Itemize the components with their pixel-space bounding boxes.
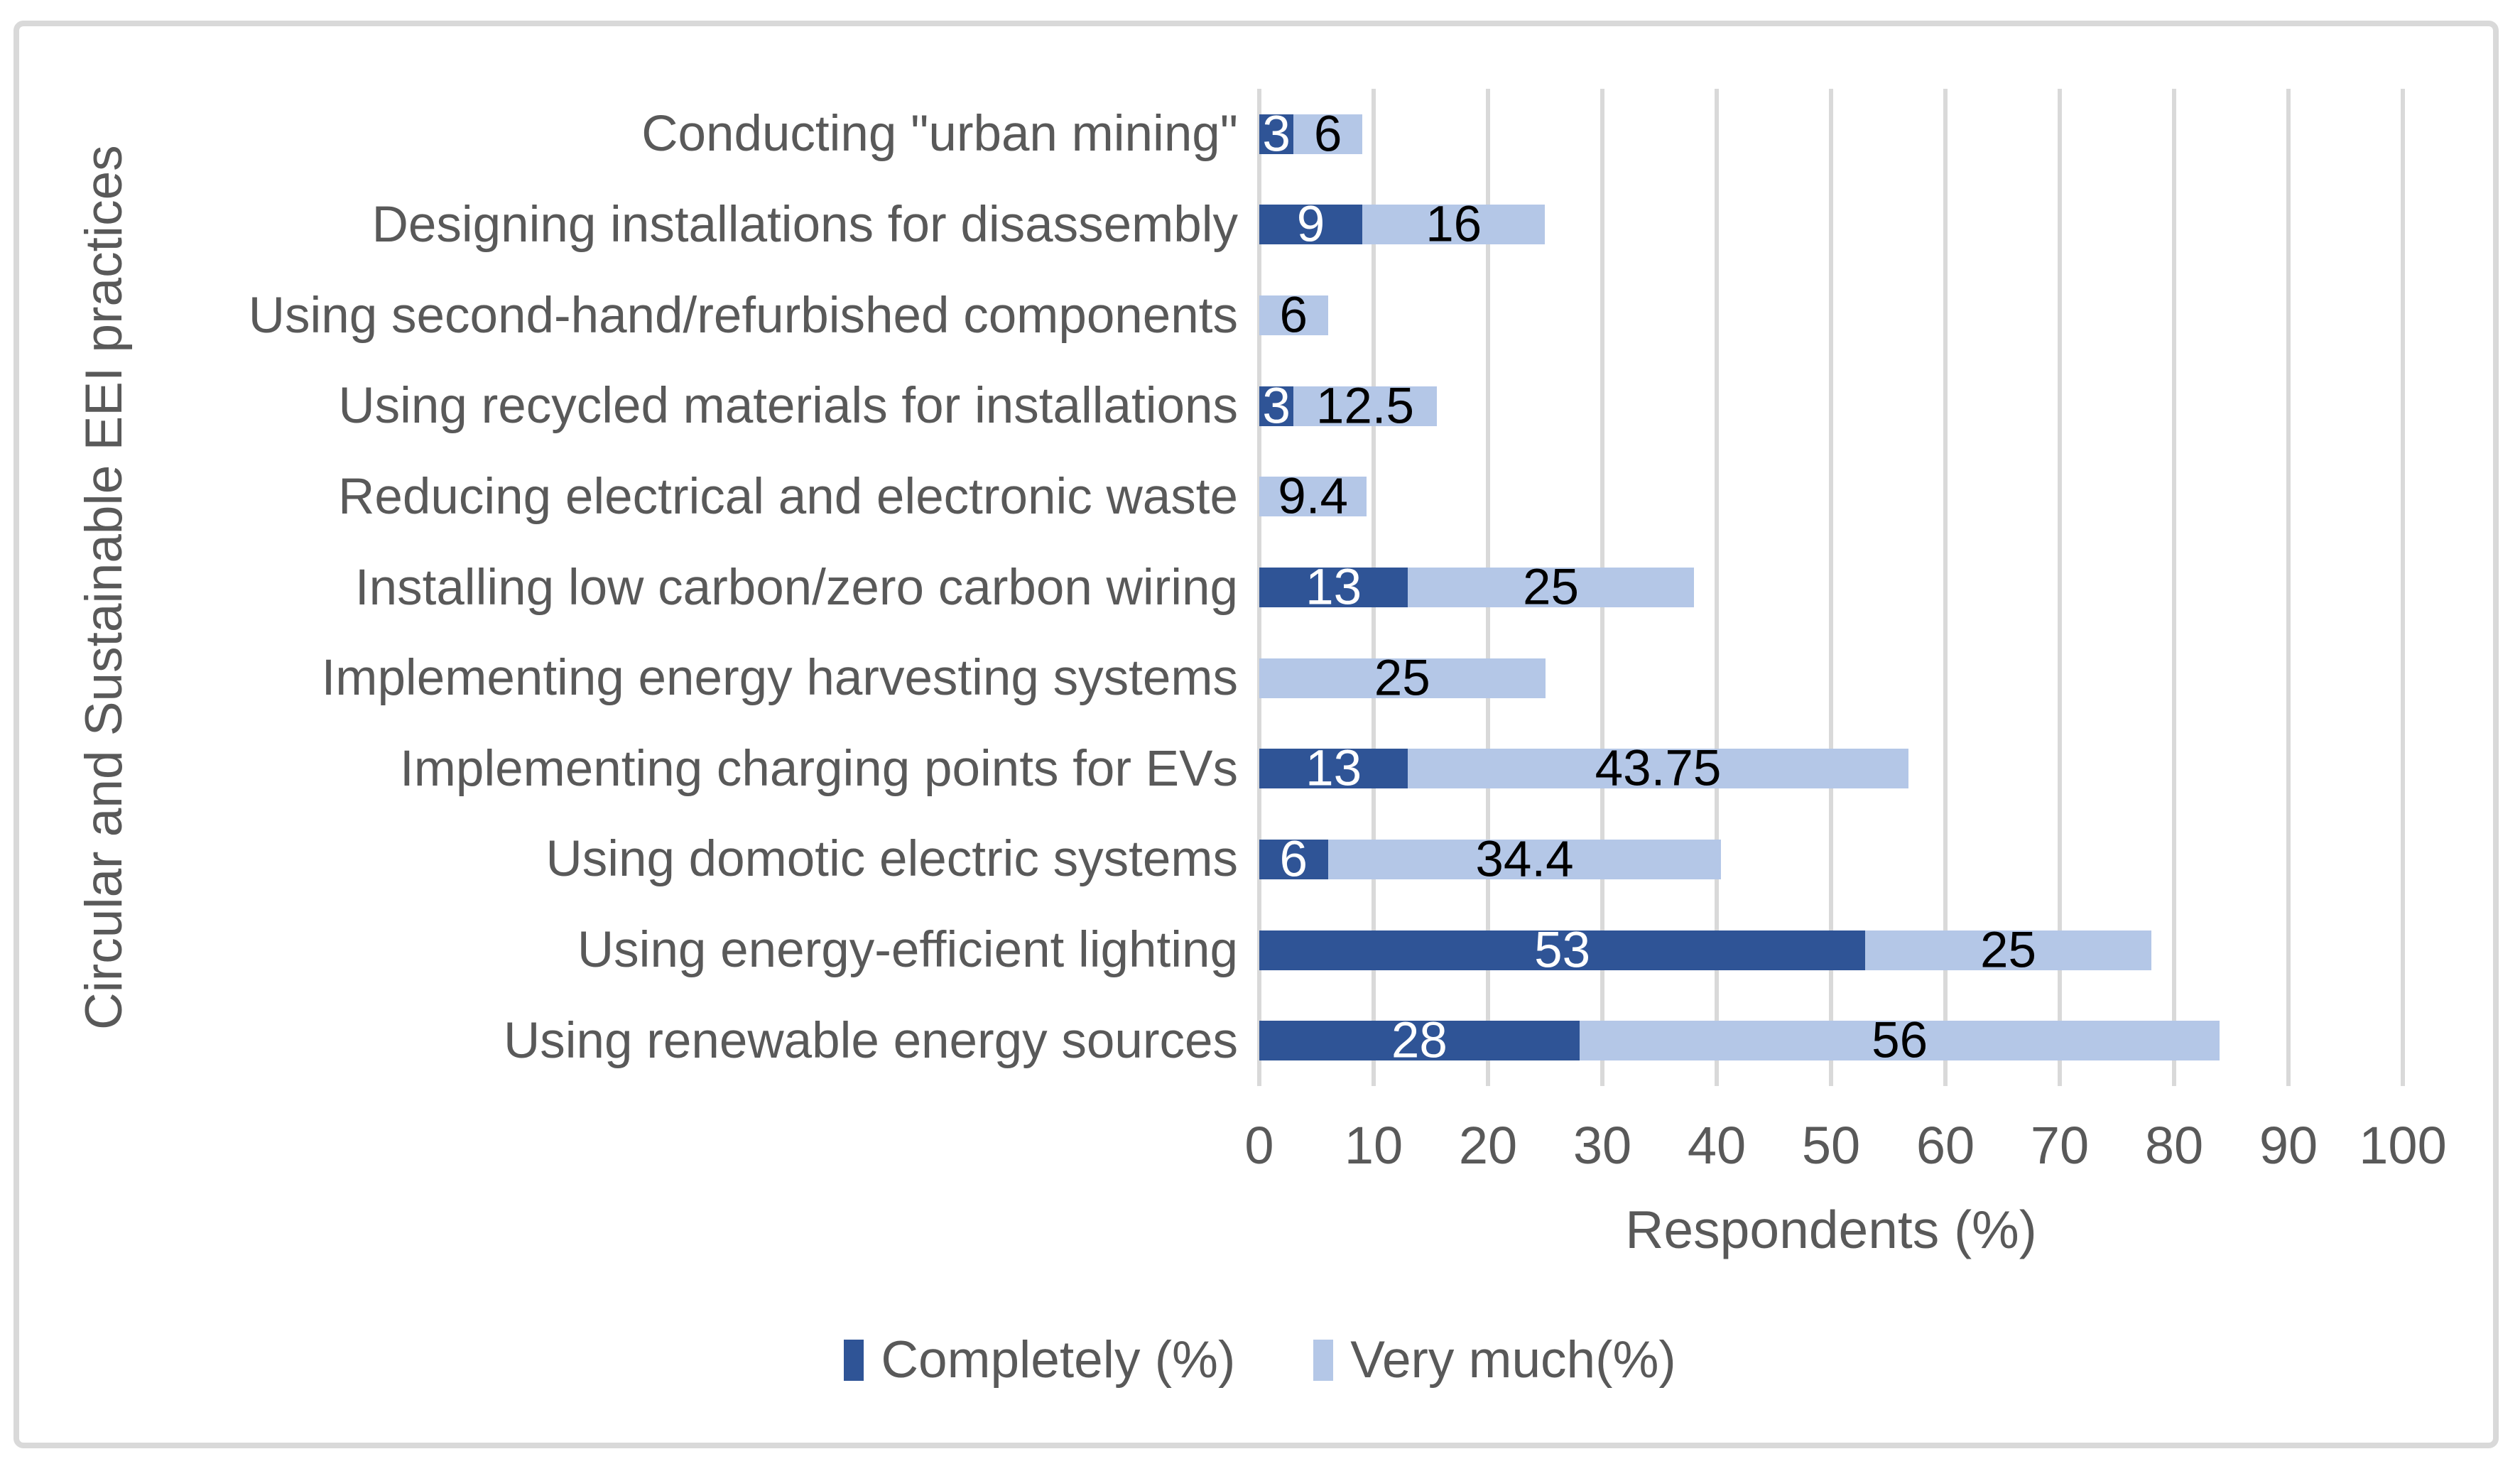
x-tick-label: 80	[2144, 1116, 2204, 1175]
bar-segment-completely	[1259, 568, 1408, 607]
value-label: 25	[1374, 650, 1430, 707]
y-axis-title: Circular and Sustainable EEI practices	[75, 145, 133, 1030]
category-label: Implementing charging points for EVs	[400, 740, 1238, 797]
x-tick-label: 0	[1244, 1116, 1274, 1175]
gridline	[1943, 89, 1948, 1086]
bar-segment-very-much	[1259, 477, 1367, 517]
legend-swatch-very-much-icon	[1313, 1339, 1334, 1381]
category-label: Conducting "urban mining"	[641, 106, 1238, 163]
bar-segment-very-much	[1579, 1021, 2220, 1061]
legend-label: Completely (%)	[881, 1331, 1236, 1389]
bar-segment-very-much	[1362, 205, 1546, 245]
bar-segment-very-much	[1865, 930, 2151, 970]
category-label: Using renewable energy sources	[503, 1012, 1238, 1069]
bar-segment-very-much	[1408, 568, 1694, 607]
gridline	[2286, 89, 2291, 1086]
value-label: 6	[1279, 831, 1308, 888]
value-label: 9	[1296, 196, 1325, 253]
gridline	[2401, 89, 2405, 1086]
bar-segment-very-much	[1259, 658, 1546, 698]
value-label: 6	[1313, 106, 1342, 163]
x-tick-label: 10	[1344, 1116, 1403, 1175]
bar-segment-completely	[1259, 114, 1294, 154]
x-tick-label: 70	[2030, 1116, 2090, 1175]
category-label: Reducing electrical and electronic waste	[338, 468, 1238, 525]
category-label: Implementing energy harvesting systems	[321, 650, 1238, 707]
value-label: 9.4	[1278, 468, 1349, 525]
value-label: 28	[1391, 1012, 1448, 1069]
value-label: 43.75	[1595, 740, 1722, 797]
legend-label: Very much(%)	[1350, 1331, 1676, 1389]
category-label: Installing low carbon/zero carbon wiring	[354, 559, 1238, 616]
value-label: 25	[1980, 922, 2037, 979]
figure-border	[13, 21, 2499, 1448]
bar-segment-completely	[1259, 930, 1866, 970]
bar-segment-completely	[1259, 839, 1328, 879]
value-label: 25	[1523, 559, 1580, 616]
bar-segment-completely	[1259, 205, 1362, 245]
value-label: 12.5	[1315, 378, 1415, 435]
x-tick-label: 60	[1916, 1116, 1975, 1175]
value-label: 3	[1262, 106, 1291, 163]
bar-segment-very-much	[1293, 114, 1362, 154]
gridline	[1715, 89, 1719, 1086]
value-label: 16	[1425, 196, 1482, 253]
bar-segment-completely	[1259, 386, 1294, 426]
category-label: Using domotic electric systems	[545, 831, 1238, 888]
value-label: 6	[1279, 287, 1308, 344]
legend-swatch-completely-icon	[844, 1339, 864, 1381]
bar-segment-completely	[1259, 1021, 1580, 1061]
legend-item-very-much: Very much(%)	[1313, 1334, 1676, 1386]
bar-segment-very-much	[1408, 749, 1908, 789]
value-label: 3	[1262, 378, 1291, 435]
value-label: 13	[1305, 559, 1362, 616]
bar-segment-very-much	[1293, 386, 1437, 426]
legend-item-completely: Completely (%)	[844, 1334, 1235, 1386]
bar-segment-very-much	[1327, 839, 1722, 879]
category-label: Using recycled materials for installatio…	[338, 378, 1238, 435]
x-tick-label: 40	[1687, 1116, 1747, 1175]
x-tick-label: 90	[2259, 1116, 2318, 1175]
category-label: Designing installations for disassembly	[371, 196, 1238, 253]
category-label: Using energy-efficient lighting	[577, 922, 1238, 979]
value-label: 34.4	[1475, 831, 1574, 888]
bar-segment-completely	[1259, 749, 1408, 789]
x-axis-title: Respondents (%)	[1625, 1200, 2037, 1259]
gridline	[1829, 89, 1833, 1086]
legend: Completely (%) Very much(%)	[0, 1334, 2520, 1386]
x-tick-label: 20	[1458, 1116, 1518, 1175]
gridline	[2058, 89, 2062, 1086]
x-tick-label: 100	[2359, 1116, 2447, 1175]
category-label: Using second-hand/refurbished components	[248, 287, 1238, 344]
value-label: 53	[1534, 922, 1591, 979]
gridline	[2172, 89, 2176, 1086]
value-label: 13	[1305, 740, 1362, 797]
x-tick-label: 50	[1801, 1116, 1861, 1175]
value-label: 56	[1872, 1012, 1928, 1069]
x-tick-label: 30	[1573, 1116, 1632, 1175]
bar-segment-very-much	[1259, 295, 1328, 336]
